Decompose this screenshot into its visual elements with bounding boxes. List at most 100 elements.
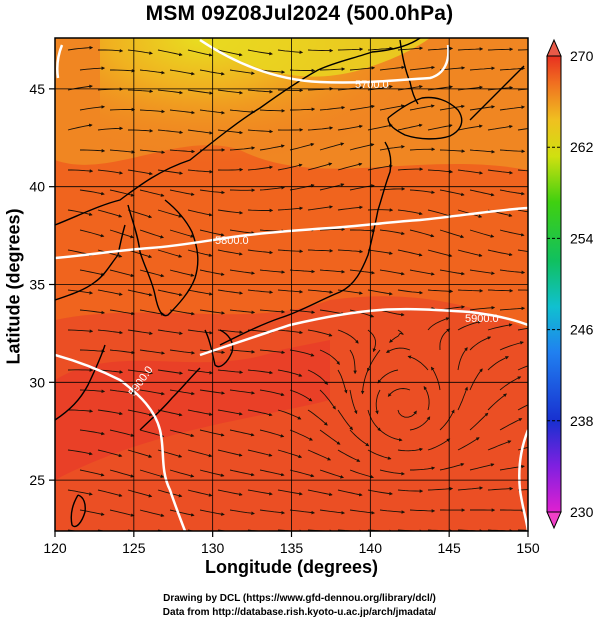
streamline-arrow xyxy=(109,149,136,154)
streamline-arrow xyxy=(139,389,165,396)
streamline-arrow xyxy=(199,389,226,395)
colorbar-tick-label: 230 xyxy=(570,504,594,520)
streamline-arrow xyxy=(517,128,528,131)
streamline-arrow xyxy=(499,306,526,311)
credit-drawing: Drawing by DCL (https://www.gfd-dennou.o… xyxy=(163,593,436,604)
streamline-arrow xyxy=(487,47,514,52)
streamline-arrow xyxy=(469,149,496,154)
streamline-arrow xyxy=(169,189,195,196)
streamline-arrow xyxy=(68,409,94,413)
contour-5700-left xyxy=(55,44,64,79)
streamline-arrow xyxy=(289,469,315,478)
contour-5800 xyxy=(55,206,528,260)
streamline-arrow xyxy=(187,129,214,135)
streamline-arrow xyxy=(79,66,106,71)
streamline-arrow xyxy=(157,89,184,95)
streamline-arrow xyxy=(139,429,165,438)
streamline-arrow xyxy=(469,66,496,71)
streamline-arrow xyxy=(217,49,243,57)
streamline-arrow xyxy=(79,349,106,353)
streamline-arrow xyxy=(79,105,106,111)
coast-asia-mainland xyxy=(55,38,421,226)
streamline-arrow xyxy=(217,167,244,172)
streamline-arrow xyxy=(387,388,411,397)
streamline-arrow xyxy=(367,449,392,460)
streamline-arrow xyxy=(517,489,528,491)
streamline-arrow xyxy=(517,404,528,411)
streamline-arrow xyxy=(360,369,369,395)
streamline-arrow xyxy=(379,309,405,317)
streamline-arrow xyxy=(427,209,453,218)
streamline-arrow xyxy=(127,369,154,375)
streamline-arrow xyxy=(397,167,424,171)
streamline-arrow xyxy=(199,69,225,76)
streamline-arrow xyxy=(397,489,424,493)
streamline-arrow xyxy=(187,249,213,257)
streamline-arrow xyxy=(439,409,455,431)
streamline-arrow xyxy=(499,66,526,71)
streamline-arrow xyxy=(307,249,334,253)
streamline-arrow xyxy=(397,289,424,295)
streamline-arrow xyxy=(397,84,423,91)
y-axis-title: Latitude (degrees) xyxy=(3,208,24,365)
contour-5900-north xyxy=(199,307,528,357)
streamline-arrow xyxy=(187,329,214,335)
coast-kurils xyxy=(469,65,525,121)
streamline-arrow xyxy=(187,209,213,217)
streamline-arrow xyxy=(127,289,153,297)
streamline-arrow xyxy=(349,469,374,479)
streamline-arrow xyxy=(169,69,195,76)
contour-5900-east xyxy=(518,429,528,531)
streamline-arrow xyxy=(517,249,528,252)
streamline-arrow xyxy=(487,393,507,411)
map-title: MSM 09Z08Jul2024 (500.0hPa) xyxy=(145,2,454,25)
streamline-arrow xyxy=(217,89,244,95)
streamline-arrow xyxy=(79,429,105,436)
streamline-arrow xyxy=(169,389,195,396)
streamline-arrow xyxy=(139,69,166,75)
streamline-arrow xyxy=(349,309,375,318)
streamline-arrow xyxy=(289,142,315,151)
streamline-arrow xyxy=(217,369,244,374)
streamline-arrow xyxy=(217,129,244,135)
streamline-arrow xyxy=(319,309,345,316)
streamline-arrow xyxy=(397,409,417,418)
streamline-arrow xyxy=(307,205,334,211)
streamline-arrow xyxy=(397,447,424,452)
streamline-arrow xyxy=(247,449,273,457)
streamline-arrow xyxy=(199,309,226,315)
streamline-arrow xyxy=(157,129,184,135)
streamline-arrow xyxy=(307,369,329,385)
streamline-arrow xyxy=(367,249,393,255)
colorbar-tick-label: 270 xyxy=(570,48,594,64)
streamline-arrow xyxy=(139,189,165,197)
streamline-arrow xyxy=(367,123,393,131)
streamline-arrow xyxy=(319,142,345,151)
streamline-arrow xyxy=(109,509,135,517)
streamline-arrow xyxy=(349,429,370,447)
streamline-arrow xyxy=(427,124,453,131)
streamline-arrow xyxy=(499,105,526,111)
streamline-arrow xyxy=(319,183,345,191)
streamline-arrow xyxy=(199,229,225,237)
streamline-arrow xyxy=(457,47,484,51)
streamline-arrow xyxy=(139,229,164,239)
contour-label-5800: 5800.0 xyxy=(215,235,249,247)
streamline-arrow xyxy=(499,341,524,351)
streamline-arrow xyxy=(457,289,484,293)
streamline-arrow xyxy=(169,229,195,238)
streamline-arrow xyxy=(517,169,528,172)
streamline-arrow xyxy=(457,347,468,371)
streamline-arrow xyxy=(487,249,513,257)
streamline-arrow xyxy=(97,289,123,296)
streamline-arrow xyxy=(247,208,274,213)
streamline-arrow xyxy=(139,309,165,316)
streamline-arrow xyxy=(109,269,135,278)
contour-5700 xyxy=(199,38,450,84)
streamline-arrow xyxy=(487,440,512,451)
streamline-arrow xyxy=(109,309,135,316)
y-tick-label: 35 xyxy=(29,277,45,293)
streamline-arrow xyxy=(247,89,274,94)
streamline-arrow xyxy=(307,289,334,294)
streamline-arrow xyxy=(289,349,315,357)
